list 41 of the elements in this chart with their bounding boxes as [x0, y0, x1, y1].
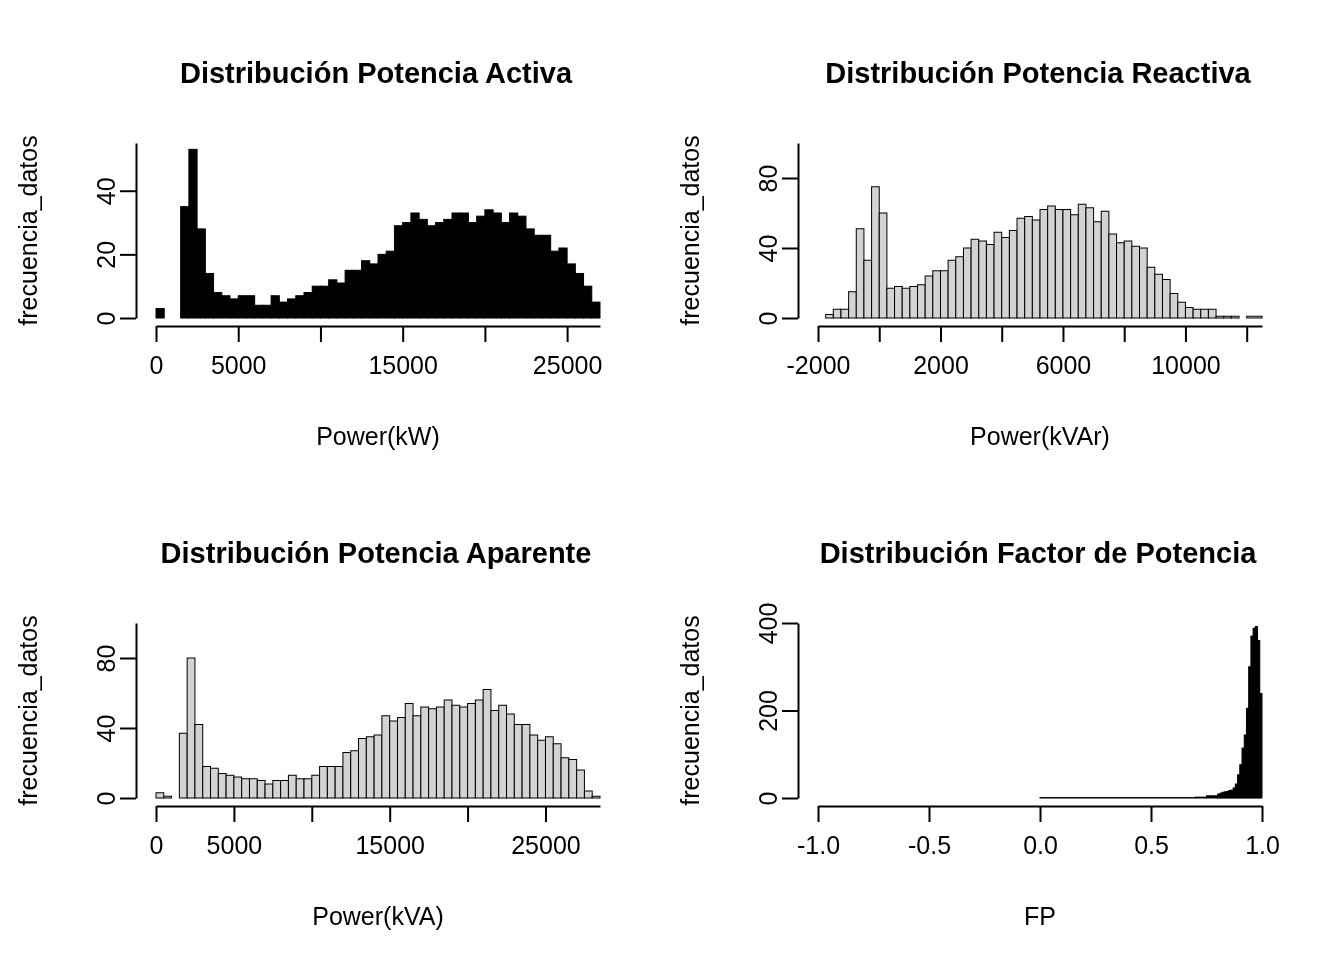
- y-axis-title: frecuencia_datos: [675, 615, 704, 806]
- y-tick-label: 80: [753, 164, 782, 193]
- x-tick-label: 10000: [1151, 350, 1221, 379]
- chart-title: Distribución Potencia Activa: [179, 56, 573, 89]
- y-tick-label: 0: [91, 791, 120, 806]
- y-tick-label: 40: [91, 177, 120, 206]
- y-axis-title: frecuencia_datos: [13, 135, 42, 326]
- y-tick-label: 40: [91, 714, 120, 743]
- x-tick-label: 25000: [511, 830, 581, 859]
- x-tick-label: 2000: [913, 350, 969, 379]
- x-tick-label: 5000: [206, 830, 263, 859]
- y-tick-label: 80: [91, 644, 120, 673]
- y-tick-label: 20: [91, 240, 120, 269]
- x-axis-title: Power(kVA): [312, 901, 444, 930]
- x-axis-title: Power(kW): [316, 421, 440, 450]
- x-tick-label: 0.5: [1134, 830, 1169, 859]
- y-axis-title: frecuencia_datos: [675, 135, 704, 326]
- y-axis-title: frecuencia_datos: [13, 615, 42, 806]
- y-tick-label: 0: [91, 311, 120, 326]
- x-tick-label: -1.0: [796, 830, 841, 859]
- y-tick-label: 0: [753, 791, 782, 806]
- x-tick-label: 15000: [355, 830, 425, 859]
- chart-title: Distribución Potencia Reactiva: [825, 56, 1252, 89]
- x-tick-label: 0.0: [1023, 830, 1058, 859]
- y-tick-label: 400: [753, 602, 782, 645]
- y-tick-label: 200: [753, 690, 782, 732]
- x-tick-label: 15000: [368, 350, 438, 379]
- x-axis-title: Power(kVAr): [970, 421, 1110, 450]
- y-tick-label: 40: [753, 234, 782, 263]
- x-tick-label: 0: [149, 830, 164, 859]
- x-tick-label: 6000: [1035, 350, 1092, 379]
- y-tick-label: 0: [753, 311, 782, 326]
- x-axis-title: FP: [1024, 901, 1056, 930]
- chart-title: Distribución Factor de Potencia: [819, 536, 1258, 569]
- chart-title: Distribución Potencia Aparente: [160, 536, 592, 569]
- x-tick-label: 1.0: [1245, 830, 1280, 859]
- x-tick-label: 0: [149, 350, 164, 379]
- x-tick-label: 5000: [210, 350, 267, 379]
- x-tick-label: 25000: [532, 350, 603, 379]
- x-tick-label: -0.5: [907, 830, 952, 859]
- x-tick-label: -2000: [786, 350, 851, 379]
